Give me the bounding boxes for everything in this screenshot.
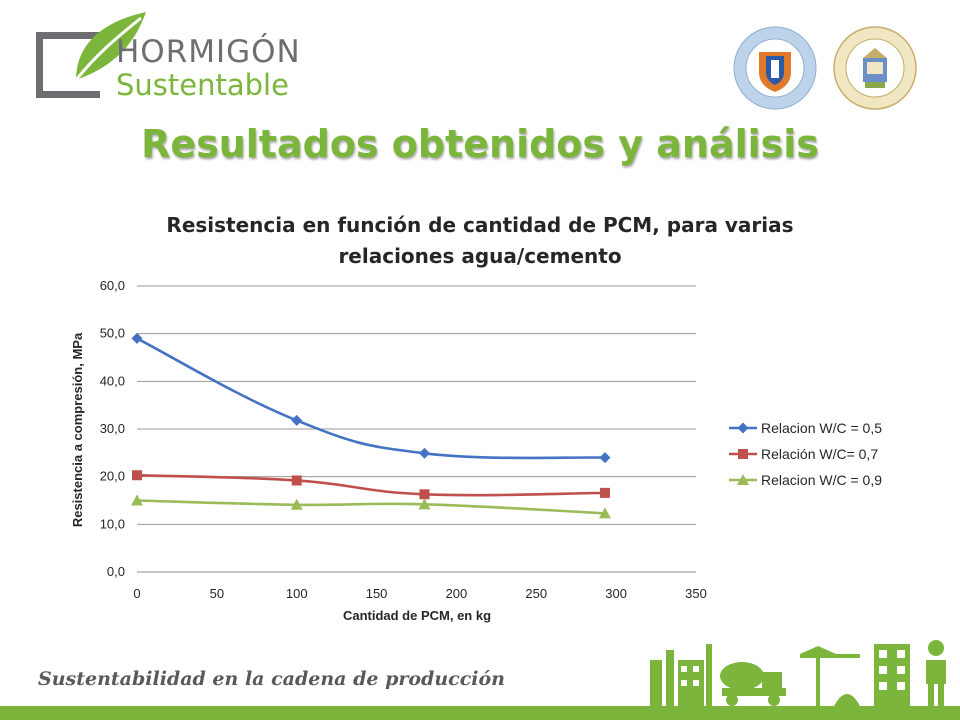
y-tick-label: 10,0 (100, 516, 125, 531)
y-tick-label: 0,0 (107, 564, 125, 579)
y-axis-label: Resistencia a compresión, MPa (70, 332, 85, 527)
hormigon-sustentable-logo: HORMIGÓN Sustentable (36, 10, 306, 110)
logo-line1: HORMIGÓN (116, 34, 301, 70)
y-axis-ticks: 0,0 10,0 20,0 30,0 40,0 50,0 60,0 (100, 278, 125, 579)
x-tick-label: 250 (525, 586, 547, 601)
diamond-marker (291, 414, 303, 426)
legend-entry: Relacion W/C = 0,9 (761, 472, 882, 488)
slide-title: Resultados obtenidos y análisis (141, 122, 819, 166)
square-marker (738, 449, 748, 459)
leaf-icon (74, 12, 146, 81)
chart-legend: Relacion W/C = 0,5 Relación W/C= 0,7 Relac… (729, 420, 882, 488)
x-tick-label: 100 (286, 586, 308, 601)
x-axis-ticks: 0 50 100 150 200 250 300 350 (133, 586, 706, 601)
x-tick-label: 150 (366, 586, 388, 601)
x-tick-label: 300 (605, 586, 627, 601)
triangle-marker (290, 498, 303, 510)
y-tick-label: 50,0 (100, 326, 125, 341)
square-marker (132, 470, 142, 481)
chart-gridlines (137, 285, 696, 573)
footer-bar (0, 706, 960, 720)
factory-icon (650, 644, 712, 706)
chart-series (131, 332, 611, 519)
crane-icon (800, 646, 860, 706)
y-tick-label: 60,0 (100, 278, 125, 293)
series-line (136, 337, 605, 460)
chart-title: Resistencia en función de cantidad de PC… (166, 213, 794, 268)
x-tick-label: 200 (446, 586, 468, 601)
legend-entry: Relación W/C= 0,7 (761, 446, 878, 462)
footer-tagline: Sustentabilidad en la cadena de producci… (38, 668, 505, 690)
triangle-marker (131, 494, 143, 506)
legend-entry: Relacion W/C = 0,5 (761, 420, 882, 436)
x-tick-label: 0 (133, 586, 140, 601)
triangle-marker (598, 507, 611, 519)
triangle-marker (737, 474, 749, 485)
x-axis-label: Cantidad de PCM, en kg (343, 608, 491, 623)
logo-line2: Sustentable (116, 68, 289, 102)
university-seal-icon-2 (833, 26, 917, 110)
x-tick-label: 350 (685, 586, 707, 601)
square-marker (419, 489, 430, 500)
y-tick-label: 20,0 (100, 469, 125, 484)
cement-mixer-truck-icon (720, 662, 786, 706)
production-chain-icons (650, 640, 946, 706)
university-seal-icon (733, 26, 817, 110)
diamond-marker (737, 422, 749, 434)
diamond-marker (131, 332, 143, 344)
series-line (136, 499, 606, 515)
square-marker (599, 487, 610, 498)
logo-frame-bottom (36, 32, 100, 98)
y-tick-label: 40,0 (100, 373, 125, 388)
x-tick-label: 50 (210, 586, 224, 601)
diamond-marker (599, 452, 611, 464)
square-marker (291, 475, 302, 486)
series-line (136, 473, 605, 497)
person-icon (926, 640, 946, 706)
triangle-marker (418, 498, 431, 510)
y-tick-label: 30,0 (100, 421, 125, 436)
diamond-marker (418, 447, 430, 459)
